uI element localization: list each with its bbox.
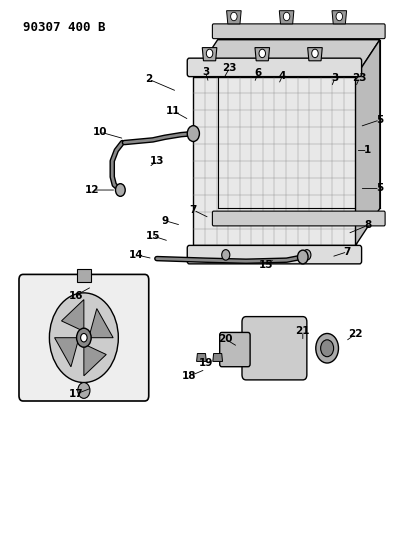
FancyBboxPatch shape bbox=[187, 245, 362, 264]
Circle shape bbox=[78, 383, 90, 398]
FancyBboxPatch shape bbox=[220, 333, 250, 367]
Text: 9: 9 bbox=[162, 216, 169, 225]
Circle shape bbox=[312, 49, 318, 58]
Circle shape bbox=[316, 334, 339, 363]
Text: 3: 3 bbox=[332, 72, 339, 83]
Text: 21: 21 bbox=[296, 326, 310, 336]
Polygon shape bbox=[84, 344, 106, 376]
Circle shape bbox=[206, 49, 213, 58]
Text: 5: 5 bbox=[376, 115, 383, 125]
Polygon shape bbox=[279, 11, 294, 24]
Polygon shape bbox=[308, 47, 322, 61]
Polygon shape bbox=[193, 39, 380, 77]
Circle shape bbox=[49, 293, 118, 383]
Polygon shape bbox=[226, 11, 241, 24]
Text: 7: 7 bbox=[189, 205, 197, 215]
Text: 5: 5 bbox=[376, 183, 383, 193]
Polygon shape bbox=[213, 353, 222, 361]
Text: 6: 6 bbox=[254, 68, 262, 78]
Text: 20: 20 bbox=[219, 334, 233, 344]
Text: 22: 22 bbox=[348, 329, 363, 339]
Polygon shape bbox=[193, 77, 356, 245]
Polygon shape bbox=[356, 39, 380, 245]
Text: 12: 12 bbox=[85, 185, 99, 195]
Polygon shape bbox=[332, 11, 346, 24]
Text: 7: 7 bbox=[344, 247, 351, 257]
Circle shape bbox=[76, 328, 91, 347]
Circle shape bbox=[187, 126, 199, 141]
Polygon shape bbox=[89, 309, 113, 338]
Circle shape bbox=[81, 334, 87, 342]
Circle shape bbox=[115, 184, 125, 196]
Polygon shape bbox=[55, 338, 79, 367]
Circle shape bbox=[231, 12, 237, 21]
Circle shape bbox=[222, 249, 230, 260]
FancyBboxPatch shape bbox=[187, 58, 362, 77]
Circle shape bbox=[303, 249, 311, 260]
Text: 19: 19 bbox=[199, 358, 212, 368]
Text: 18: 18 bbox=[182, 371, 196, 381]
Text: 10: 10 bbox=[93, 127, 107, 137]
Text: 15: 15 bbox=[145, 231, 160, 241]
FancyBboxPatch shape bbox=[212, 24, 385, 39]
Polygon shape bbox=[62, 300, 84, 332]
Text: 1: 1 bbox=[364, 146, 371, 156]
Text: 23: 23 bbox=[223, 63, 237, 72]
Text: 8: 8 bbox=[364, 220, 371, 230]
Text: 16: 16 bbox=[69, 290, 83, 301]
Text: 15: 15 bbox=[259, 261, 274, 270]
Bar bbox=[76, 269, 91, 282]
Text: 17: 17 bbox=[69, 389, 83, 399]
Text: 23: 23 bbox=[352, 72, 367, 83]
Text: 14: 14 bbox=[129, 250, 144, 260]
FancyBboxPatch shape bbox=[242, 317, 307, 380]
FancyBboxPatch shape bbox=[19, 274, 149, 401]
Text: 90307 400 B: 90307 400 B bbox=[23, 21, 106, 34]
Circle shape bbox=[283, 12, 290, 21]
Text: 3: 3 bbox=[202, 67, 209, 77]
Circle shape bbox=[336, 12, 342, 21]
Text: 2: 2 bbox=[145, 74, 152, 84]
Text: 11: 11 bbox=[166, 106, 180, 116]
Text: 4: 4 bbox=[279, 70, 286, 80]
Polygon shape bbox=[255, 47, 270, 61]
Polygon shape bbox=[202, 47, 217, 61]
Circle shape bbox=[259, 49, 266, 58]
FancyBboxPatch shape bbox=[212, 211, 385, 226]
Circle shape bbox=[321, 340, 334, 357]
Text: 13: 13 bbox=[150, 156, 164, 166]
Polygon shape bbox=[196, 353, 206, 361]
Circle shape bbox=[298, 250, 308, 264]
